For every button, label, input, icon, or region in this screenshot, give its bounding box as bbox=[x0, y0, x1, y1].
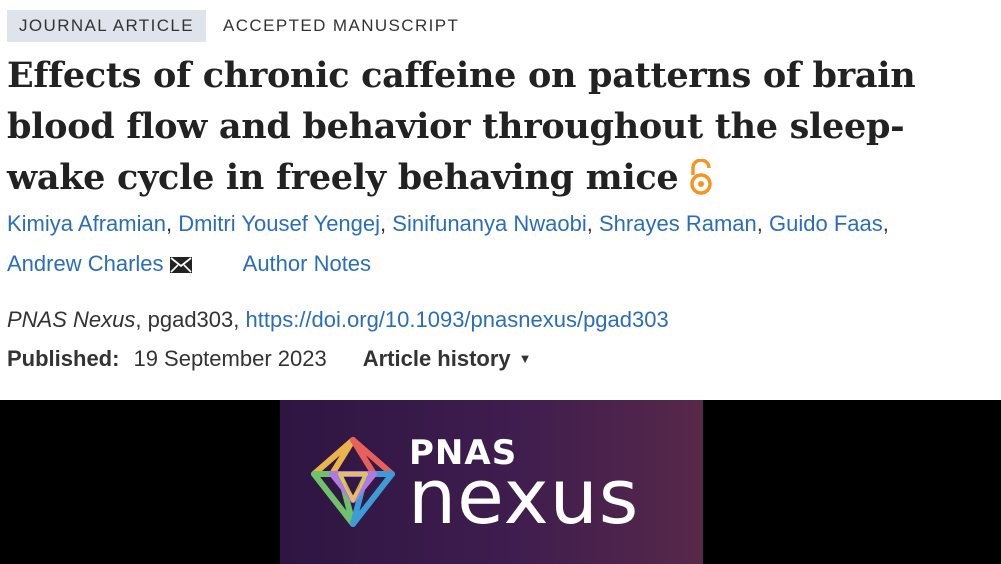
logo-text-nexus: nexus bbox=[408, 452, 640, 541]
author-separator: , bbox=[165, 211, 173, 236]
author-link-kimiya-aframian[interactable]: Kimiya Aframian bbox=[7, 211, 166, 236]
published-date: 19 September 2023 bbox=[133, 346, 327, 371]
pnas-nexus-logo: PNAS nexus bbox=[280, 400, 703, 564]
author-link-dmitri-yousef-yengej[interactable]: Dmitri Yousef Yengej bbox=[178, 211, 381, 236]
author-link-andrew-charles[interactable]: Andrew Charles bbox=[7, 251, 164, 276]
citation-line: PNAS Nexus, pgad303, https://doi.org/10.… bbox=[7, 302, 669, 338]
author-link-shrayes-raman[interactable]: Shrayes Raman bbox=[599, 211, 757, 236]
author-separator: , bbox=[882, 211, 889, 236]
journal-banner: PNAS nexus bbox=[0, 400, 1001, 564]
author-notes-link[interactable]: Author Notes bbox=[242, 251, 372, 276]
pnas-nexus-logo-mark bbox=[311, 437, 395, 527]
author-separator: , bbox=[756, 211, 763, 236]
envelope-icon[interactable] bbox=[169, 246, 192, 286]
author-link-guido-faas[interactable]: Guido Faas bbox=[769, 211, 883, 236]
article-id: , pgad303, bbox=[135, 307, 246, 332]
author-list: Kimiya Aframian, Dmitri Yousef Yengej, S… bbox=[7, 204, 997, 286]
caret-down-icon: ▼ bbox=[518, 351, 532, 366]
open-access-lock-icon bbox=[688, 158, 714, 209]
journal-name: PNAS Nexus bbox=[7, 307, 136, 332]
article-history-label: Article history bbox=[362, 346, 511, 371]
author-separator: , bbox=[380, 211, 387, 236]
author-separator: , bbox=[586, 211, 593, 236]
logo-text-pnas: PNAS bbox=[409, 433, 518, 473]
published-label: Published: bbox=[7, 346, 120, 371]
article-history-toggle[interactable]: Article history ▼ bbox=[363, 341, 532, 377]
article-type-row: JOURNAL ARTICLE ACCEPTED MANUSCRIPT bbox=[7, 10, 459, 42]
article-title: Effects of chronic caffeine on patterns … bbox=[7, 50, 997, 209]
article-title-text: Effects of chronic caffeine on patterns … bbox=[7, 55, 916, 198]
article-type-badge: JOURNAL ARTICLE bbox=[7, 10, 206, 42]
author-link-sinifunanya-nwaobi[interactable]: Sinifunanya Nwaobi bbox=[392, 211, 587, 236]
article-header: JOURNAL ARTICLE ACCEPTED MANUSCRIPT Effe… bbox=[7, 10, 997, 377]
doi-link[interactable]: https://doi.org/10.1093/pnasnexus/pgad30… bbox=[245, 307, 669, 332]
published-row: Published: 19 September 2023 Article his… bbox=[7, 341, 532, 377]
manuscript-status-label: ACCEPTED MANUSCRIPT bbox=[223, 16, 460, 35]
